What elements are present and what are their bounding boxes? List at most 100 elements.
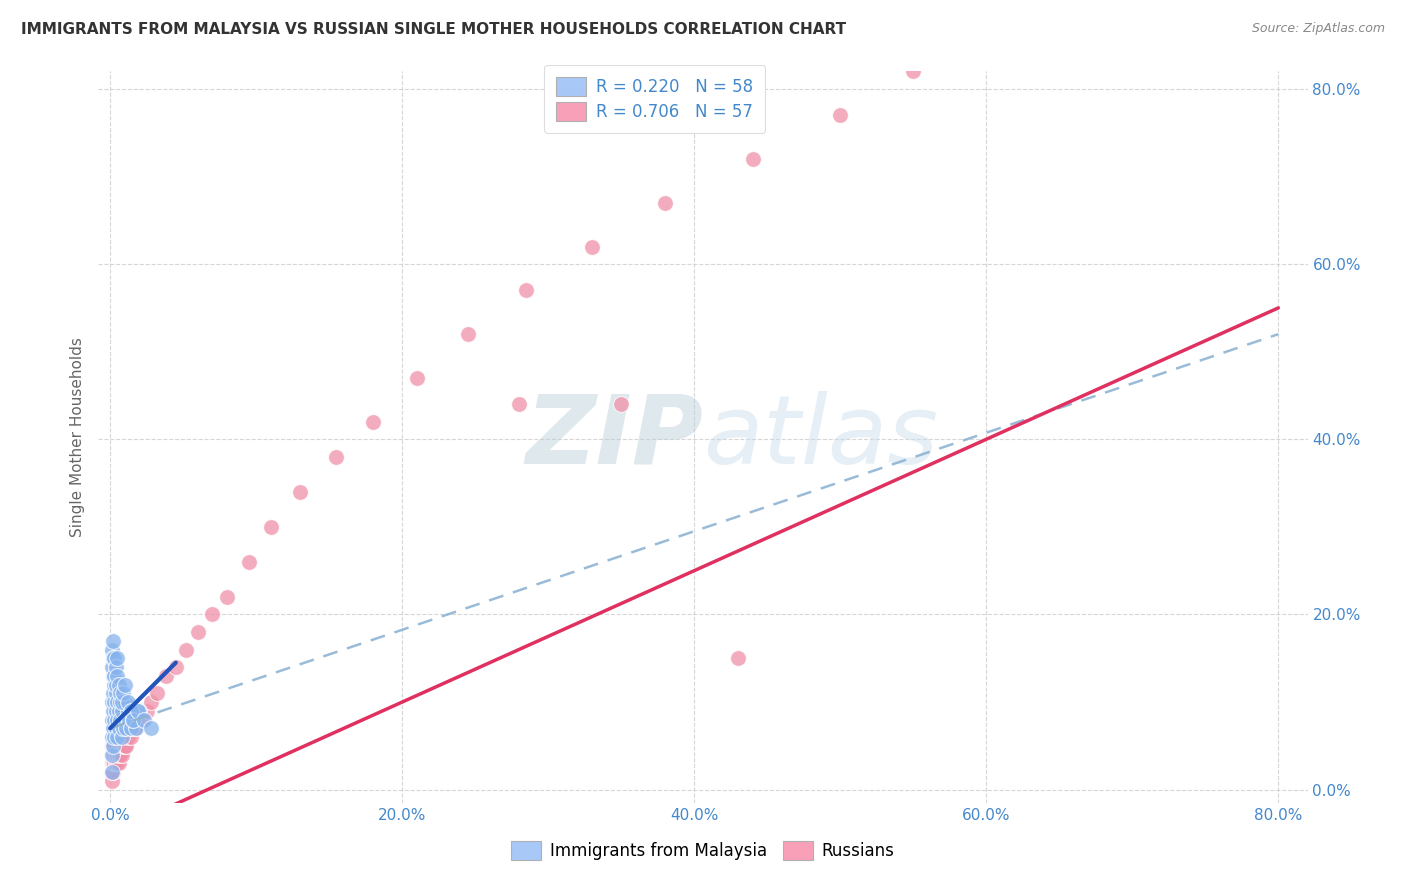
Point xyxy=(727,651,749,665)
Point xyxy=(124,722,146,736)
Point xyxy=(100,695,122,709)
Point xyxy=(101,722,124,736)
Point xyxy=(104,756,127,771)
Point xyxy=(114,677,136,691)
Point xyxy=(103,713,125,727)
Point xyxy=(103,651,125,665)
Point xyxy=(974,21,997,35)
Point xyxy=(515,284,537,298)
Point xyxy=(830,108,852,122)
Text: IMMIGRANTS FROM MALAYSIA VS RUSSIAN SINGLE MOTHER HOUSEHOLDS CORRELATION CHART: IMMIGRANTS FROM MALAYSIA VS RUSSIAN SING… xyxy=(21,22,846,37)
Point xyxy=(117,704,139,718)
Point xyxy=(361,415,384,429)
Point xyxy=(104,722,127,736)
Point xyxy=(111,704,134,718)
Point xyxy=(101,633,124,648)
Point xyxy=(215,590,238,604)
Point xyxy=(108,722,131,736)
Point xyxy=(107,669,129,683)
Point xyxy=(120,704,142,718)
Point xyxy=(114,713,136,727)
Point xyxy=(100,730,122,744)
Point xyxy=(155,669,177,683)
Point xyxy=(114,739,136,753)
Point xyxy=(405,371,427,385)
Point xyxy=(101,686,124,700)
Point xyxy=(101,739,124,753)
Point xyxy=(114,695,136,709)
Point xyxy=(139,695,162,709)
Point xyxy=(110,713,132,727)
Point xyxy=(103,756,125,771)
Point xyxy=(581,239,603,253)
Point xyxy=(122,713,145,727)
Point xyxy=(903,64,925,78)
Point xyxy=(108,677,131,691)
Point xyxy=(132,713,155,727)
Point xyxy=(112,686,135,700)
Point xyxy=(122,713,145,727)
Point xyxy=(111,747,134,762)
Text: ZIP: ZIP xyxy=(524,391,703,483)
Point xyxy=(125,722,148,736)
Point xyxy=(325,450,347,464)
Point xyxy=(115,722,138,736)
Point xyxy=(101,747,124,762)
Point xyxy=(108,756,131,771)
Point xyxy=(139,722,162,736)
Point xyxy=(1047,0,1070,8)
Text: atlas: atlas xyxy=(703,391,938,483)
Point xyxy=(121,722,143,736)
Point xyxy=(260,520,283,534)
Point xyxy=(104,686,127,700)
Point xyxy=(654,195,676,210)
Point xyxy=(103,677,125,691)
Point xyxy=(110,747,132,762)
Point xyxy=(100,739,122,753)
Point xyxy=(174,642,197,657)
Point xyxy=(117,730,139,744)
Point xyxy=(127,704,149,718)
Point xyxy=(120,730,142,744)
Point xyxy=(100,642,122,657)
Point xyxy=(101,669,124,683)
Point xyxy=(111,695,134,709)
Point xyxy=(108,704,131,718)
Point xyxy=(201,607,224,622)
Point xyxy=(100,747,122,762)
Point xyxy=(111,730,134,744)
Point xyxy=(107,695,129,709)
Point xyxy=(103,695,125,709)
Point xyxy=(165,660,187,674)
Point xyxy=(101,765,124,780)
Point xyxy=(107,730,129,744)
Point xyxy=(112,739,135,753)
Point xyxy=(103,730,125,744)
Point xyxy=(146,686,169,700)
Point xyxy=(104,677,127,691)
Point xyxy=(110,695,132,709)
Point xyxy=(100,765,122,780)
Point xyxy=(610,397,633,411)
Point xyxy=(103,739,125,753)
Point xyxy=(120,722,142,736)
Point xyxy=(115,739,138,753)
Point xyxy=(118,713,141,727)
Point xyxy=(101,756,124,771)
Point xyxy=(104,660,127,674)
Point xyxy=(288,484,311,499)
Point xyxy=(103,747,125,762)
Point xyxy=(131,713,153,727)
Point xyxy=(107,651,129,665)
Point xyxy=(104,747,127,762)
Point xyxy=(100,765,122,780)
Point xyxy=(100,660,122,674)
Point xyxy=(101,651,124,665)
Point xyxy=(107,747,129,762)
Point xyxy=(100,713,122,727)
Point xyxy=(100,773,122,788)
Point xyxy=(135,704,157,718)
Point xyxy=(107,756,129,771)
Point xyxy=(100,747,122,762)
Point xyxy=(112,722,135,736)
